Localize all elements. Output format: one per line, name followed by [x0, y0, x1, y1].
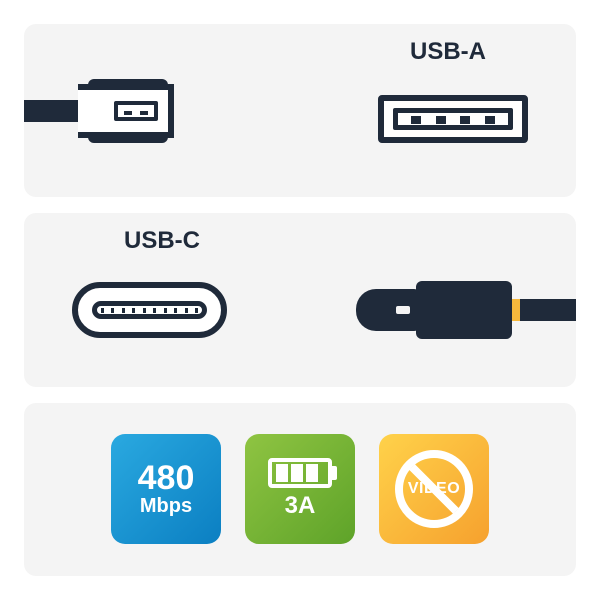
usb-c-port-pins [92, 301, 207, 319]
cable-collar [512, 299, 520, 321]
usb-c-port [72, 282, 227, 338]
badge-speed: 480 Mbps [111, 434, 221, 544]
usb-c-label: USB-C [124, 227, 200, 255]
battery-icon [268, 458, 332, 488]
video-text: VIDEO [408, 480, 460, 498]
usb-a-plug-metal [78, 84, 174, 138]
usb-c-plug-tip [356, 289, 420, 331]
cable-segment [24, 100, 80, 122]
badge-power: 3A [245, 434, 355, 544]
panel-usb-a: USB-A [24, 24, 576, 197]
usb-c-plug [356, 281, 576, 339]
usb-a-port [378, 95, 528, 143]
usb-a-label: USB-A [410, 38, 486, 66]
speed-unit: Mbps [140, 495, 192, 518]
badge-no-video: VIDEO [379, 434, 489, 544]
usb-a-port-contacts [393, 108, 513, 130]
cable-segment [520, 299, 576, 321]
usb-a-plug [24, 79, 168, 143]
panel-usb-c: USB-C [24, 213, 576, 386]
power-value: 3A [285, 492, 316, 520]
usb-a-plug-contacts [114, 101, 158, 121]
usb-c-plug-notch [396, 306, 410, 314]
prohibited-icon: VIDEO [395, 450, 473, 528]
panel-specs: 480 Mbps 3A VIDEO [24, 403, 576, 576]
plug-body [416, 281, 512, 339]
speed-value: 480 [138, 461, 195, 495]
